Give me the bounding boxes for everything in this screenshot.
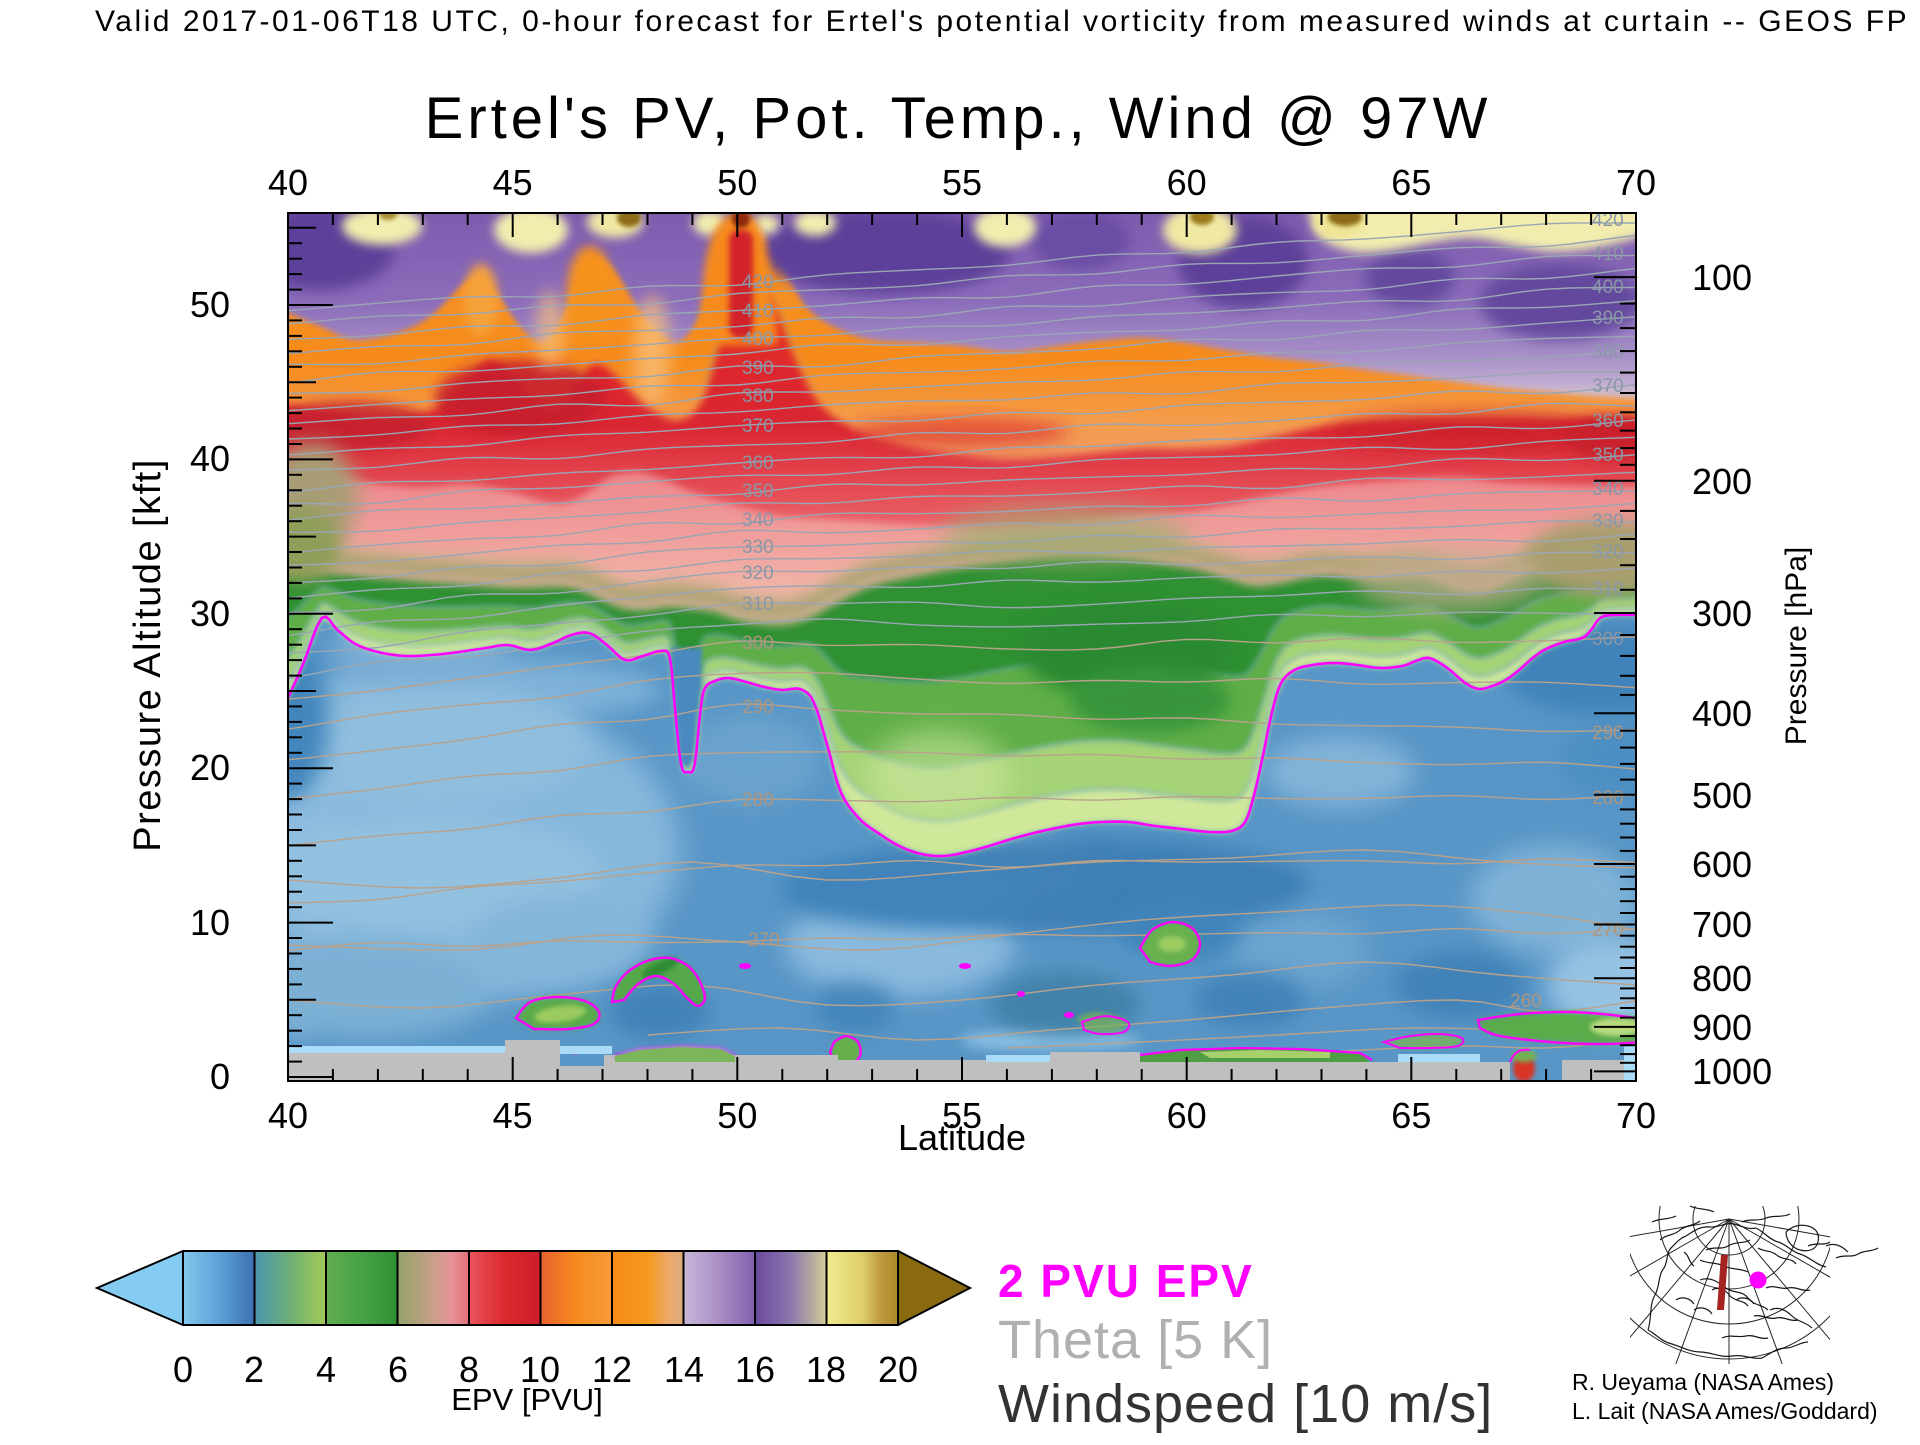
svg-text:290: 290 — [742, 697, 774, 718]
svg-text:300: 300 — [742, 633, 774, 654]
svg-text:310: 310 — [1592, 579, 1624, 600]
svg-text:55: 55 — [942, 162, 982, 203]
svg-text:320: 320 — [1592, 542, 1624, 563]
svg-text:45: 45 — [493, 1095, 533, 1136]
svg-text:400: 400 — [1592, 277, 1624, 298]
svg-text:Pressure Altitude [kft]: Pressure Altitude [kft] — [127, 458, 169, 852]
svg-text:300: 300 — [1592, 629, 1624, 650]
svg-text:12: 12 — [592, 1349, 632, 1390]
svg-text:370: 370 — [1592, 376, 1624, 397]
svg-text:60: 60 — [1167, 162, 1207, 203]
svg-text:70: 70 — [1616, 162, 1656, 203]
svg-text:40: 40 — [268, 162, 308, 203]
svg-text:2: 2 — [244, 1349, 264, 1390]
svg-text:320: 320 — [742, 563, 774, 584]
svg-text:700: 700 — [1692, 904, 1752, 945]
svg-text:290: 290 — [1592, 723, 1624, 744]
svg-text:40: 40 — [268, 1095, 308, 1136]
svg-text:370: 370 — [742, 416, 774, 437]
svg-text:350: 350 — [742, 481, 774, 502]
svg-text:900: 900 — [1692, 1007, 1752, 1048]
svg-text:280: 280 — [742, 790, 774, 811]
svg-text:10: 10 — [520, 1349, 560, 1390]
svg-text:400: 400 — [1692, 693, 1752, 734]
svg-text:0: 0 — [210, 1056, 230, 1097]
svg-text:Latitude: Latitude — [898, 1117, 1026, 1158]
svg-text:6: 6 — [388, 1349, 408, 1390]
svg-text:420: 420 — [742, 272, 774, 293]
svg-text:20: 20 — [878, 1349, 918, 1390]
svg-text:Pressure [hPa]: Pressure [hPa] — [1780, 547, 1813, 745]
svg-text:400: 400 — [742, 329, 774, 350]
svg-text:1000: 1000 — [1692, 1051, 1772, 1092]
svg-text:100: 100 — [1692, 257, 1752, 298]
svg-text:350: 350 — [1592, 445, 1624, 466]
svg-text:420: 420 — [1592, 210, 1624, 231]
svg-text:65: 65 — [1391, 162, 1431, 203]
svg-text:4: 4 — [316, 1349, 336, 1390]
svg-text:340: 340 — [742, 510, 774, 531]
svg-text:330: 330 — [742, 537, 774, 558]
svg-text:Valid 2017-01-06T18 UTC, 0-hou: Valid 2017-01-06T18 UTC, 0-hour forecast… — [95, 5, 1909, 38]
svg-text:R. Ueyama (NASA Ames): R. Ueyama (NASA Ames) — [1572, 1369, 1834, 1395]
svg-text:390: 390 — [1592, 308, 1624, 329]
svg-text:20: 20 — [190, 747, 230, 788]
svg-text:2 PVU EPV: 2 PVU EPV — [998, 1255, 1254, 1307]
svg-text:600: 600 — [1692, 844, 1752, 885]
svg-text:280: 280 — [1592, 788, 1624, 809]
svg-text:Theta [5 K]: Theta [5 K] — [998, 1310, 1273, 1370]
svg-text:50: 50 — [190, 284, 230, 325]
svg-text:16: 16 — [735, 1349, 775, 1390]
svg-text:45: 45 — [493, 162, 533, 203]
svg-text:310: 310 — [742, 594, 774, 615]
svg-text:14: 14 — [664, 1349, 704, 1390]
svg-text:18: 18 — [806, 1349, 846, 1390]
svg-text:330: 330 — [1592, 511, 1624, 532]
svg-text:10: 10 — [190, 902, 230, 943]
svg-text:200: 200 — [1692, 461, 1752, 502]
svg-text:65: 65 — [1391, 1095, 1431, 1136]
svg-text:L. Lait (NASA Ames/Goddard): L. Lait (NASA Ames/Goddard) — [1572, 1398, 1878, 1424]
svg-text:55: 55 — [942, 1095, 982, 1136]
svg-text:380: 380 — [1592, 342, 1624, 363]
svg-text:340: 340 — [1592, 479, 1624, 500]
svg-text:380: 380 — [742, 386, 774, 407]
svg-text:50: 50 — [717, 1095, 757, 1136]
svg-text:360: 360 — [1592, 411, 1624, 432]
svg-text:410: 410 — [742, 301, 774, 322]
svg-text:360: 360 — [742, 453, 774, 474]
svg-text:0: 0 — [173, 1349, 193, 1390]
svg-text:270: 270 — [748, 930, 780, 951]
svg-text:270: 270 — [1592, 920, 1624, 941]
svg-text:70: 70 — [1616, 1095, 1656, 1136]
svg-text:50: 50 — [717, 162, 757, 203]
svg-text:30: 30 — [190, 593, 230, 634]
svg-text:500: 500 — [1692, 775, 1752, 816]
svg-text:260: 260 — [1510, 991, 1542, 1012]
svg-text:8: 8 — [459, 1349, 479, 1390]
svg-text:40: 40 — [190, 438, 230, 479]
svg-text:EPV [PVU]: EPV [PVU] — [451, 1382, 603, 1417]
svg-text:390: 390 — [742, 358, 774, 379]
svg-text:300: 300 — [1692, 593, 1752, 634]
svg-text:800: 800 — [1692, 958, 1752, 999]
svg-text:410: 410 — [1592, 244, 1624, 265]
svg-text:Ertel's PV, Pot. Temp., Wind @: Ertel's PV, Pot. Temp., Wind @ 97W — [425, 86, 1492, 151]
svg-text:Windspeed [10 m/s]: Windspeed [10 m/s] — [998, 1374, 1493, 1434]
svg-text:60: 60 — [1167, 1095, 1207, 1136]
